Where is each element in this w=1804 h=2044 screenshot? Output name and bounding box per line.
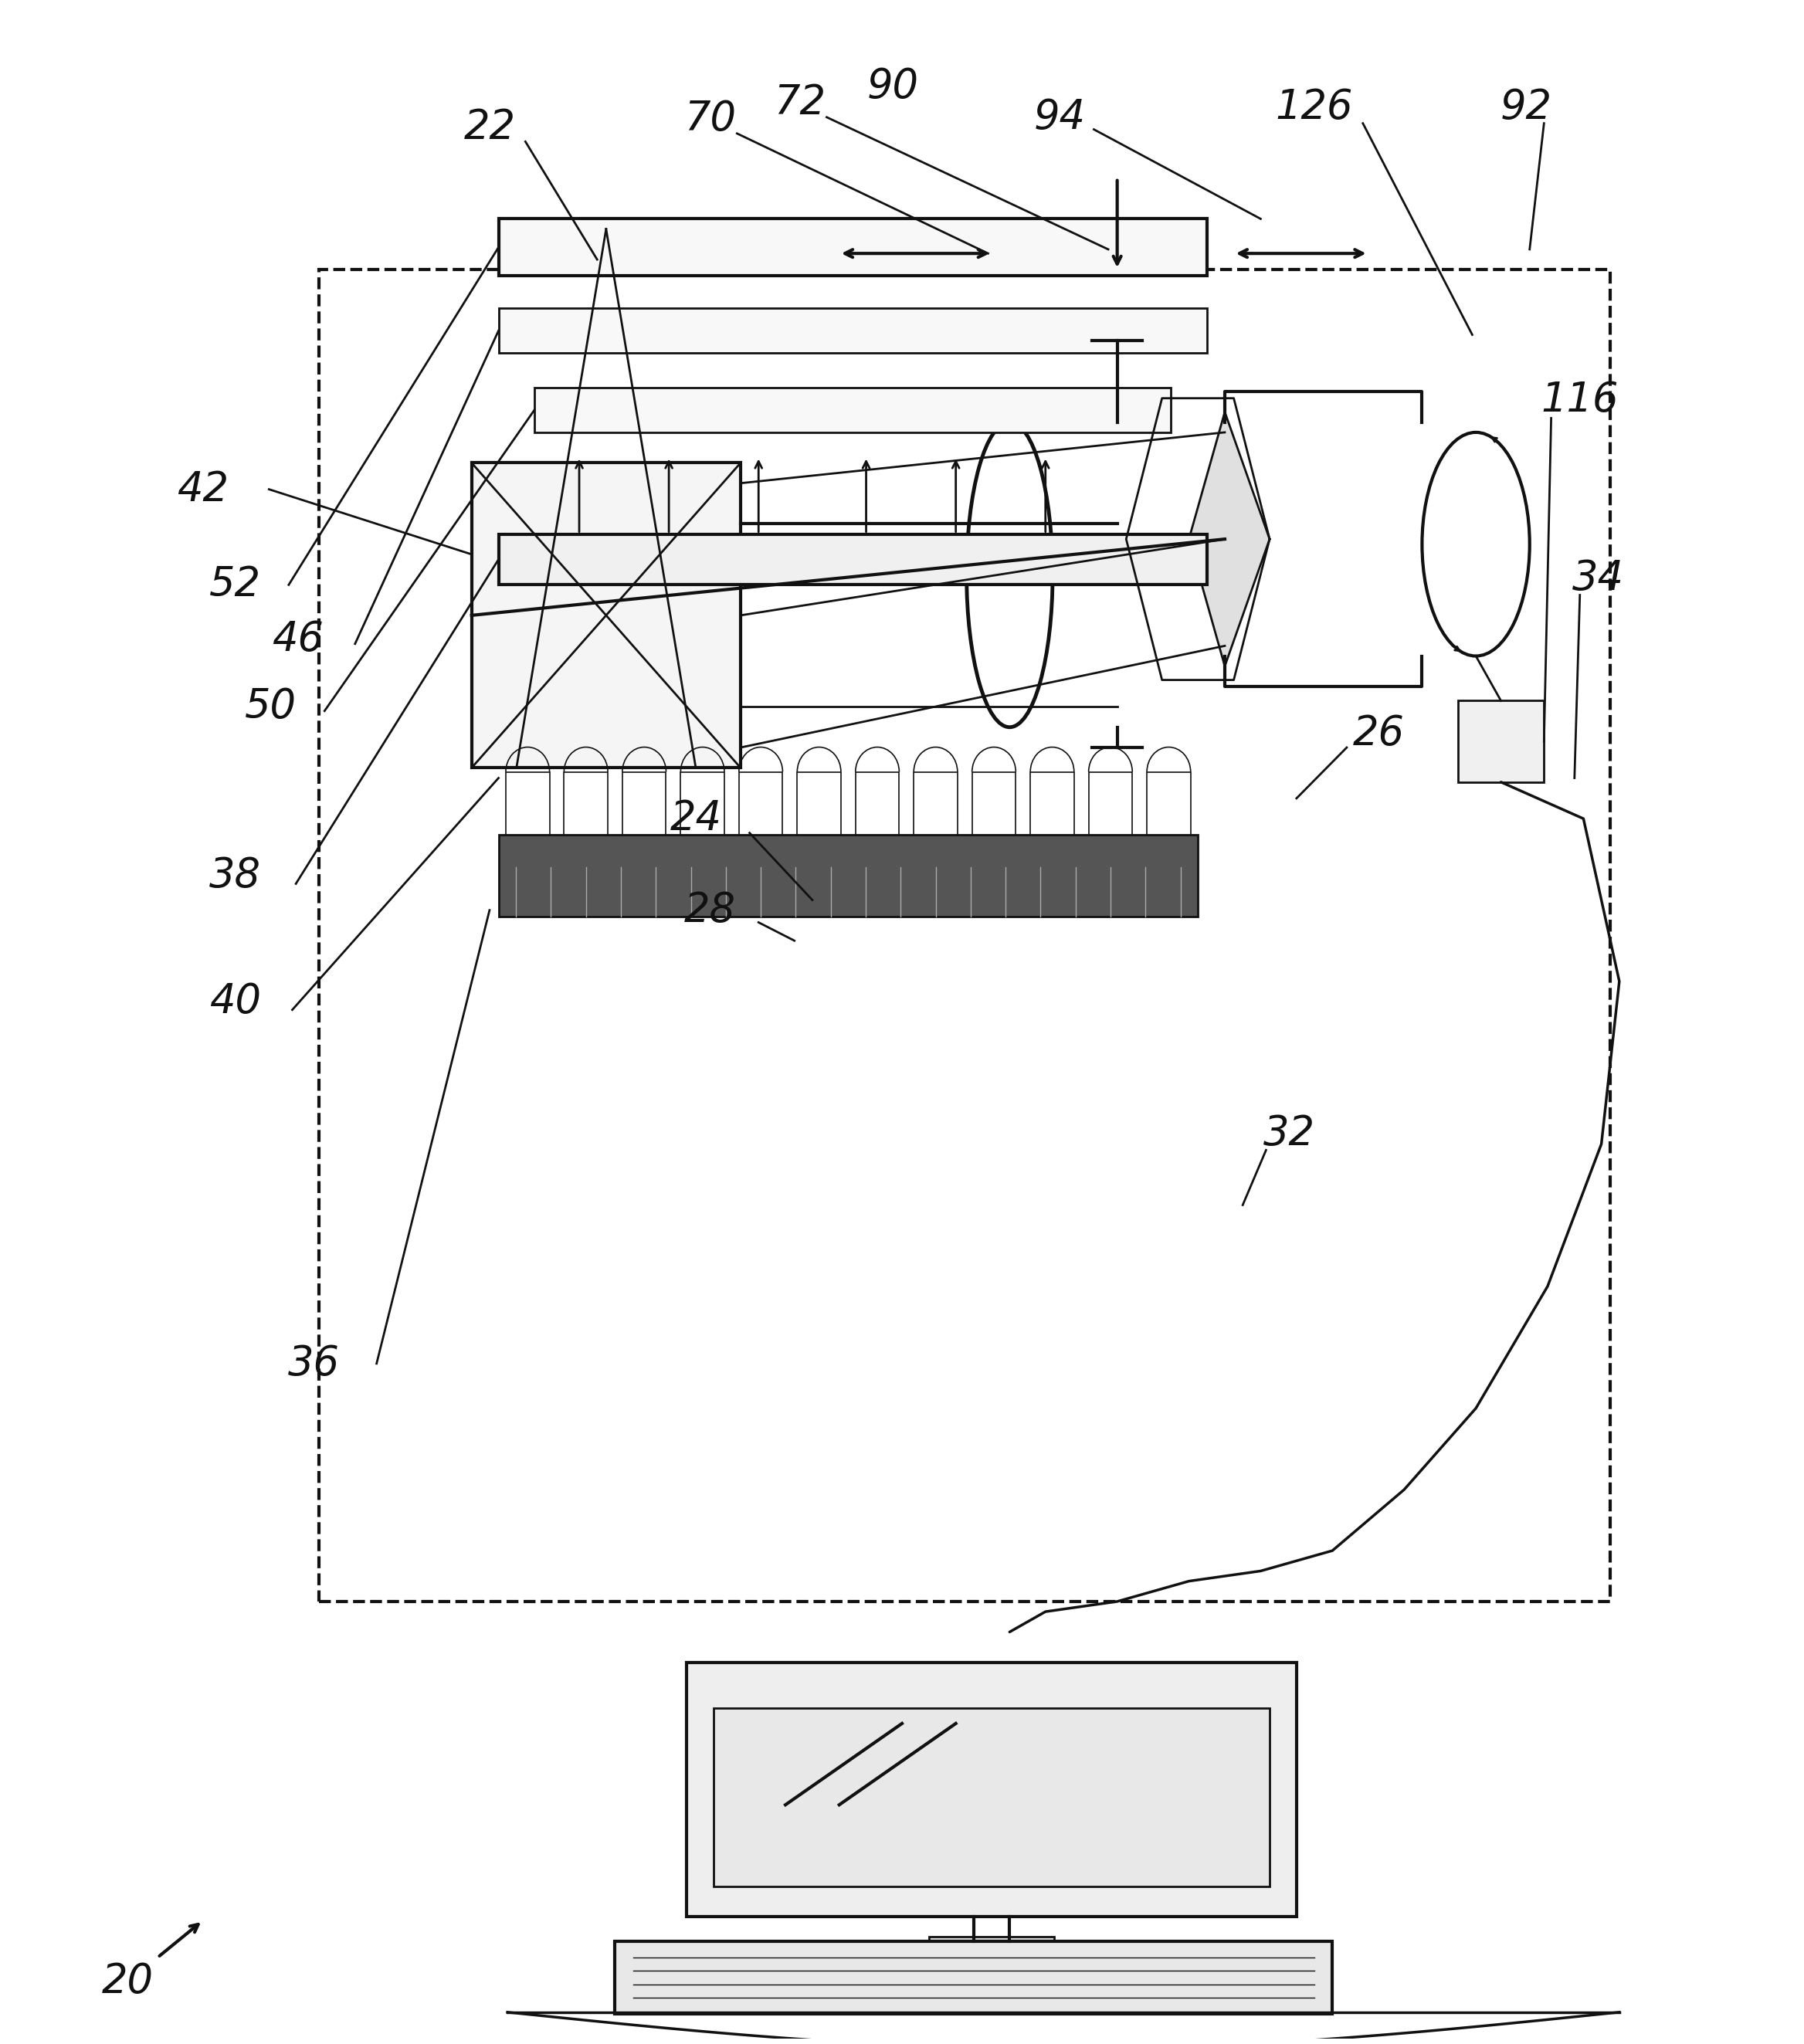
Bar <box>680 773 725 838</box>
Bar <box>797 773 841 838</box>
Bar <box>687 1662 1297 1917</box>
Text: 46: 46 <box>272 619 323 660</box>
Text: 116: 116 <box>1541 380 1618 419</box>
Bar <box>740 773 783 838</box>
Text: 26: 26 <box>1353 713 1405 754</box>
Text: 38: 38 <box>209 856 262 895</box>
Text: 42: 42 <box>177 470 229 509</box>
Bar <box>929 1938 1054 1954</box>
Bar <box>534 388 1171 433</box>
Text: 20: 20 <box>101 1962 153 2001</box>
Text: 94: 94 <box>1034 98 1086 137</box>
Text: 90: 90 <box>868 67 918 106</box>
Bar <box>565 773 608 838</box>
Bar <box>1458 701 1544 783</box>
Bar <box>1088 773 1133 838</box>
Text: 40: 40 <box>209 981 262 1022</box>
Bar <box>471 462 741 769</box>
Bar <box>1147 773 1191 838</box>
Bar <box>1030 773 1073 838</box>
Text: 50: 50 <box>245 687 296 728</box>
Text: 34: 34 <box>1571 558 1624 599</box>
Bar <box>498 834 1198 916</box>
Text: 92: 92 <box>1501 88 1551 127</box>
Text: 36: 36 <box>289 1343 339 1384</box>
Bar <box>972 773 1016 838</box>
Bar <box>622 773 666 838</box>
Bar <box>915 773 958 838</box>
Polygon shape <box>1189 413 1270 666</box>
Text: 32: 32 <box>1263 1114 1315 1155</box>
Text: 28: 28 <box>684 889 736 930</box>
Text: 22: 22 <box>464 106 516 147</box>
Bar <box>319 270 1611 1602</box>
Bar <box>714 1709 1270 1887</box>
Bar <box>498 219 1207 276</box>
Bar <box>855 773 898 838</box>
Text: 72: 72 <box>774 84 826 123</box>
Bar <box>498 533 1207 585</box>
Bar <box>615 1942 1333 2013</box>
Text: 126: 126 <box>1275 88 1353 127</box>
Text: 24: 24 <box>669 799 722 838</box>
Text: 52: 52 <box>209 564 262 605</box>
Bar <box>505 773 550 838</box>
Text: 70: 70 <box>684 100 736 139</box>
Bar <box>498 309 1207 354</box>
